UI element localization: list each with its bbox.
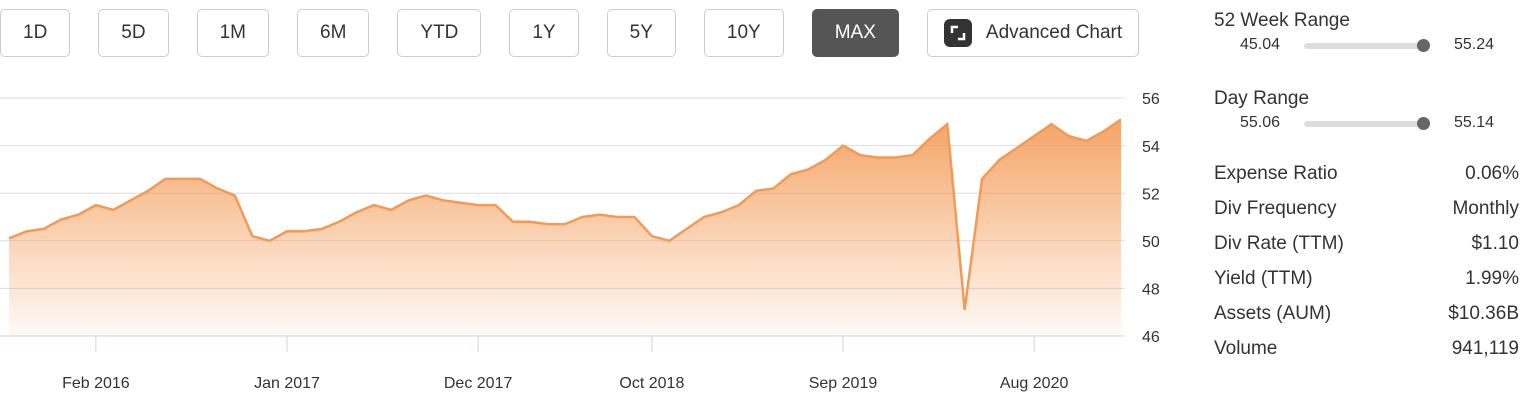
stat-value: 941,119 [1451,337,1519,359]
stat-value: $1.10 [1471,232,1519,254]
stats-panel: 52 Week Range 45.04 55.24 Day Range 55.06 55.… [1214,0,1519,366]
x-tick-label: Jan 2017 [254,375,320,392]
range-button[interactable]: 1M [196,9,269,57]
range-button[interactable]: YTD [397,9,482,57]
stat-value: 1.99% [1465,267,1519,289]
advanced-chart-button[interactable]: Advanced Chart [926,9,1140,57]
x-tick-label: Aug 2020 [1000,375,1069,392]
x-tick-label: Feb 2016 [62,375,130,392]
range-knob [1417,117,1430,130]
range-block: 52 Week Range 45.04 55.24 [1214,8,1519,78]
range-button[interactable]: 5Y [606,9,676,57]
y-tick-label: 54 [1142,139,1160,156]
range-button[interactable]: 10Y [703,9,784,57]
stat-label: Div Frequency [1214,197,1337,219]
range-slider [1304,117,1430,130]
y-tick-label: 46 [1142,329,1160,346]
stat-value: $10.36B [1448,302,1519,324]
stat-label: Div Rate (TTM) [1214,232,1344,254]
range-button[interactable]: 1D [0,9,71,57]
stat-row: Div Frequency Monthly [1214,191,1519,226]
range-low: 55.06 [1240,114,1281,131]
stat-value: Monthly [1452,197,1519,219]
range-button[interactable]: 5D [98,9,169,57]
range-buttons: 1D 5D 1M 6M YTD 1Y 5Y 10Y MAX Advanced Chart [0,9,1140,57]
stat-label: Expense Ratio [1214,162,1338,184]
range-slider [1304,39,1430,52]
area-fill [9,119,1121,336]
expand-icon [943,19,972,47]
y-tick-label: 52 [1142,186,1160,203]
stat-label: Assets (AUM) [1214,302,1332,324]
stat-label: Volume [1214,337,1278,359]
x-tick-label: Dec 2017 [444,375,513,392]
range-title: Day Range [1214,88,1310,109]
range-knob [1417,39,1430,52]
chart: 46 48 50 52 54 56 Feb 2016 Jan 2017 Dec 2017 Oct … [0,91,1160,392]
price-line [8,118,1122,310]
range-high: 55.14 [1453,114,1494,131]
range-button[interactable]: MAX [811,9,899,57]
stat-row: Assets (AUM) $10.36B [1214,296,1519,331]
button-label: Advanced Chart [985,22,1123,43]
y-tick-label: 56 [1142,91,1160,108]
stat-row: Yield (TTM) 1.99% [1214,261,1519,296]
range-button[interactable]: 6M [297,9,370,57]
stat-row: Div Rate (TTM) $1.10 [1214,226,1519,261]
stat-row: Volume 941,119 [1214,331,1519,366]
x-tick-label: Oct 2018 [619,375,684,392]
range-block: Day Range 55.06 55.14 [1214,86,1519,156]
stat-value: 0.06% [1465,162,1519,184]
range-low: 45.04 [1240,36,1281,53]
range-title: 52 Week Range [1214,10,1350,31]
stat-label: Yield (TTM) [1214,267,1313,289]
range-button[interactable]: 1Y [509,9,579,57]
range-high: 55.24 [1453,36,1494,53]
stat-row: Expense Ratio 0.06% [1214,156,1519,191]
x-tick-label: Sep 2019 [809,375,878,392]
y-tick-label: 50 [1142,234,1160,251]
y-tick-label: 48 [1142,282,1160,299]
